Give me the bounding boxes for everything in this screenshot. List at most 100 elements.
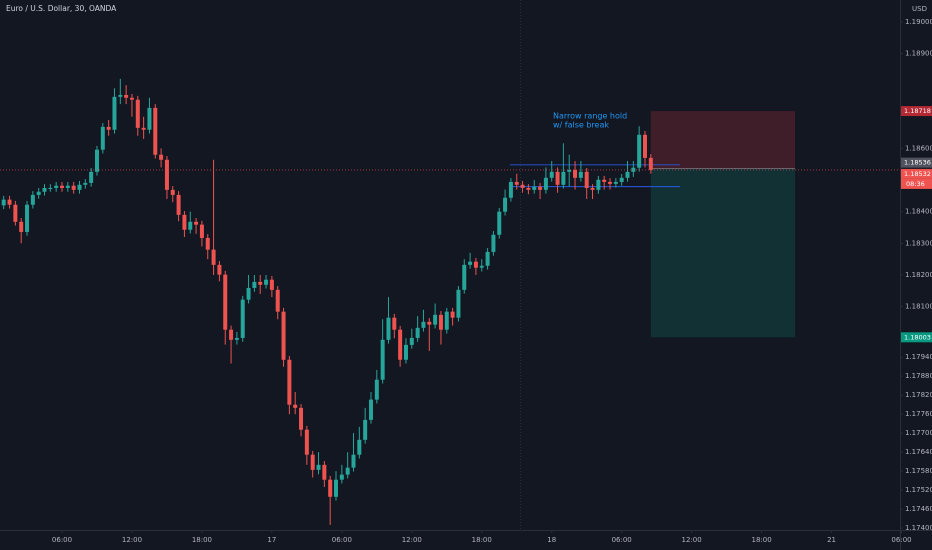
candle-body	[194, 221, 199, 225]
y-tick-label: 1.17520	[905, 486, 932, 494]
y-tick-label: 1.17400	[905, 524, 932, 532]
candle-body	[199, 224, 204, 238]
candle-body	[345, 467, 350, 475]
x-tick-label: 12:00	[682, 536, 702, 544]
stop-zone	[650, 111, 795, 169]
candle-body	[322, 464, 327, 480]
candle-body	[310, 454, 315, 470]
candle-body	[229, 329, 234, 340]
candle-body	[246, 287, 251, 300]
candle-body	[293, 404, 298, 408]
candle-body	[60, 185, 64, 188]
annotation: w/ false break	[553, 121, 609, 130]
countdown-bg	[901, 178, 932, 189]
candle-body	[147, 107, 152, 130]
y-tick-label: 1.17760	[905, 410, 932, 418]
candle-body	[217, 264, 222, 275]
x-tick-label: 12:00	[402, 536, 422, 544]
candle-body	[1, 199, 6, 206]
candle-body	[129, 97, 134, 100]
y-tick-label: 1.19000	[905, 18, 932, 26]
candle-body	[543, 177, 548, 190]
x-tick-label: 06:00	[891, 536, 911, 544]
y-tick-label: 1.18400	[905, 208, 932, 216]
candle-body	[36, 191, 41, 195]
candle-body	[421, 321, 426, 328]
candle-body	[48, 187, 53, 189]
candle-body	[275, 289, 280, 312]
y-tick-label: 1.18200	[905, 271, 932, 279]
candle-body	[386, 317, 391, 340]
target-tag: 1.18003	[904, 333, 931, 341]
candle-body	[637, 134, 642, 168]
candle-body	[223, 274, 228, 330]
candle-body	[205, 237, 210, 250]
candle-body	[538, 186, 543, 190]
candle-body	[118, 94, 123, 97]
candle-body	[334, 479, 339, 497]
candle-body	[619, 177, 624, 182]
candle-body	[508, 181, 513, 198]
candle-body	[608, 181, 613, 184]
price-tag-bg	[901, 168, 932, 179]
candle-body	[240, 299, 245, 338]
candle-body	[252, 281, 257, 288]
candle-body	[514, 181, 519, 185]
annotation: Narrow range hold	[553, 112, 627, 121]
candle-body	[100, 126, 105, 150]
y-tick-label: 1.17580	[905, 467, 932, 475]
candle-body	[468, 261, 473, 265]
y-tick-label: 1.17880	[905, 372, 932, 380]
candle-body	[304, 429, 309, 455]
candle-body	[567, 169, 572, 172]
candle-body	[450, 311, 455, 318]
candle-body	[13, 204, 18, 222]
candle-body	[444, 311, 449, 330]
entry-tag: 1.18536	[904, 159, 931, 167]
candle-body	[25, 204, 30, 232]
candle-body	[124, 94, 129, 98]
candle-body	[287, 359, 292, 405]
candle-body	[473, 261, 478, 268]
candle-body	[643, 134, 647, 158]
candle-body	[106, 126, 111, 130]
candle-body	[234, 337, 239, 340]
candle-body	[503, 197, 508, 212]
candle-body	[561, 171, 566, 185]
candle-body	[380, 339, 385, 380]
x-tick-label: 06:00	[52, 536, 72, 544]
candle-body	[526, 187, 531, 190]
candle-body	[159, 154, 164, 160]
x-tick-label: 06:00	[612, 536, 632, 544]
candle-body	[94, 149, 99, 172]
candle-body	[374, 379, 379, 400]
candle-body	[368, 399, 373, 420]
candle-body	[363, 419, 368, 440]
candle-body	[328, 479, 333, 497]
candle-body	[532, 186, 537, 190]
x-tick-label: 18:00	[192, 536, 212, 544]
candle-body	[438, 314, 443, 330]
candle-body	[555, 171, 560, 185]
candle-body	[135, 99, 140, 128]
candle-body	[258, 281, 263, 285]
candle-body	[316, 464, 321, 470]
stop-tag-bg	[901, 106, 932, 117]
x-tick-label: 17	[267, 536, 276, 544]
candle-body	[549, 171, 554, 178]
candle-body	[596, 179, 601, 190]
candle-body	[491, 234, 496, 252]
candle-body	[71, 185, 76, 190]
candle-body	[351, 454, 356, 468]
candle-body	[112, 96, 117, 130]
y-tick-label: 1.18300	[905, 239, 932, 247]
candle-body	[613, 181, 618, 184]
candle-body	[281, 311, 286, 360]
y-tick-label: 1.17940	[905, 353, 932, 361]
candle-body	[211, 249, 216, 265]
x-tick-label: 18:00	[472, 536, 492, 544]
candle-body	[392, 317, 397, 330]
candle-body	[456, 289, 461, 318]
